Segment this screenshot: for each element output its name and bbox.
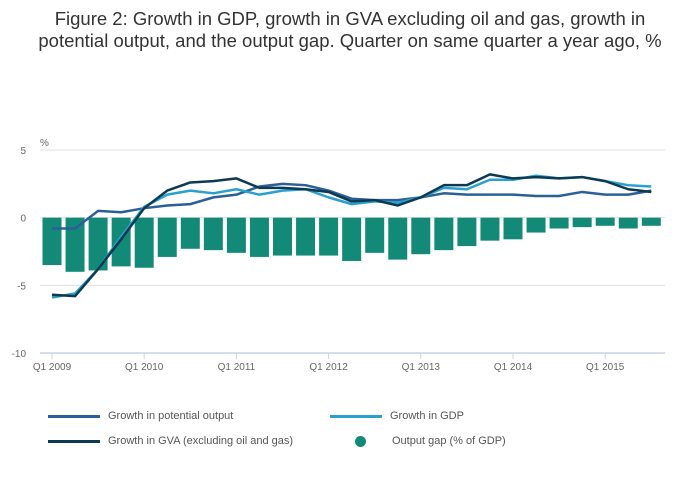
x-tick-label: Q1 2013 <box>402 362 441 373</box>
x-tick-label: Q1 2012 <box>309 362 348 373</box>
output-gap-bar <box>342 217 362 261</box>
output-gap-bar <box>88 217 108 271</box>
line-series-0 <box>52 182 652 230</box>
output-gap-bar <box>296 217 316 256</box>
output-gap-bar <box>572 217 592 228</box>
output-gap-bar <box>365 217 385 253</box>
y-tick-label: -5 <box>17 281 26 292</box>
output-gap-bar <box>526 217 546 233</box>
line-series-2 <box>51 173 652 298</box>
output-gap-bar <box>180 217 200 249</box>
x-tick-label: Q1 2011 <box>218 362 256 373</box>
output-gap-bar <box>273 217 292 256</box>
x-tick-label: Q1 2010 <box>125 362 164 373</box>
x-tick-label: Q1 2015 <box>586 362 625 373</box>
output-gap-bar <box>457 217 477 247</box>
legend-swatch <box>48 439 100 443</box>
x-tick-label: Q1 2009 <box>33 362 72 373</box>
output-gap-bar <box>480 217 500 241</box>
output-gap-bar <box>641 217 661 226</box>
output-gap-bar <box>134 217 154 268</box>
legend-swatch <box>330 414 382 418</box>
legend-item-output-gap: Output gap (% of GDP) <box>355 435 506 447</box>
output-gap-bar <box>65 217 85 272</box>
output-gap-bar <box>249 217 269 257</box>
legend-item-gva: Growth in GVA (excluding oil and gas) <box>48 435 293 447</box>
x-tick-label: Q1 2014 <box>494 362 533 373</box>
output-gap-bar <box>549 217 569 229</box>
y-tick-label: 0 <box>20 214 26 225</box>
legend-label: Output gap (% of GDP) <box>392 435 506 447</box>
chart-title: Figure 2: Growth in GDP, growth in GVA e… <box>38 8 662 51</box>
output-gap-bar <box>319 217 339 256</box>
legend-item-potential: Growth in potential output <box>48 410 233 422</box>
legend-label: Growth in potential output <box>108 410 234 422</box>
legend-label: Growth in GVA (excluding oil and gas) <box>108 435 294 447</box>
y-tick-label: -10 <box>12 349 27 360</box>
output-gap-bar <box>388 217 408 260</box>
y-axis-unit: % <box>40 138 49 149</box>
legend-swatch <box>48 414 100 418</box>
legend-swatch <box>355 435 366 447</box>
output-gap-bar <box>42 217 62 266</box>
output-gap-bar <box>503 217 523 240</box>
y-tick-label: 5 <box>20 146 26 157</box>
legend-item-gdp: Growth in GDP <box>330 410 464 422</box>
output-gap-bar <box>411 217 431 255</box>
output-gap-bar <box>595 217 615 226</box>
output-gap-bar <box>203 217 223 251</box>
output-gap-bar <box>434 217 454 251</box>
legend-label: Growth in GDP <box>390 410 464 422</box>
output-gap-bar <box>226 217 246 253</box>
output-gap-bar <box>618 217 638 229</box>
output-gap-bar <box>111 217 131 267</box>
output-gap-bar <box>157 217 177 257</box>
